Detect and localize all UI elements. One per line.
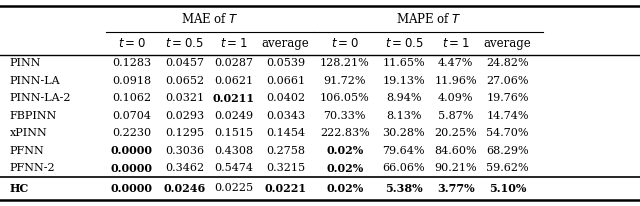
Text: $t=0$: $t=0$ (331, 37, 358, 50)
Text: 19.76%: 19.76% (486, 93, 529, 103)
Text: 0.0293: 0.0293 (164, 111, 204, 121)
Text: $t=0.5$: $t=0.5$ (385, 37, 423, 50)
Text: FBPINN: FBPINN (10, 111, 57, 121)
Text: 0.1454: 0.1454 (266, 128, 305, 138)
Text: average: average (484, 37, 531, 50)
Text: 11.96%: 11.96% (435, 76, 477, 86)
Text: 27.06%: 27.06% (486, 76, 529, 86)
Text: 0.1515: 0.1515 (214, 128, 253, 138)
Text: 0.0000: 0.0000 (111, 183, 153, 194)
Text: 0.02%: 0.02% (326, 163, 364, 174)
Text: 0.3215: 0.3215 (266, 163, 305, 173)
Text: 0.0457: 0.0457 (165, 58, 204, 68)
Text: 0.0000: 0.0000 (111, 145, 153, 156)
Text: 54.70%: 54.70% (486, 128, 529, 138)
Text: 11.65%: 11.65% (383, 58, 425, 68)
Text: 0.0661: 0.0661 (266, 76, 305, 86)
Text: 0.0246: 0.0246 (163, 183, 205, 194)
Text: 0.0539: 0.0539 (266, 58, 305, 68)
Text: PFNN: PFNN (10, 146, 44, 156)
Text: 0.0221: 0.0221 (264, 183, 307, 194)
Text: 79.64%: 79.64% (383, 146, 425, 156)
Text: 0.3462: 0.3462 (164, 163, 204, 173)
Text: 0.02%: 0.02% (326, 145, 364, 156)
Text: PINN: PINN (10, 58, 41, 68)
Text: 70.33%: 70.33% (323, 111, 366, 121)
Text: 106.05%: 106.05% (320, 93, 369, 103)
Text: 5.87%: 5.87% (438, 111, 474, 121)
Text: 0.5474: 0.5474 (214, 163, 253, 173)
Text: average: average (262, 37, 309, 50)
Text: 91.72%: 91.72% (323, 76, 366, 86)
Text: 0.0343: 0.0343 (266, 111, 305, 121)
Text: 19.13%: 19.13% (383, 76, 425, 86)
Text: 0.0249: 0.0249 (214, 111, 253, 121)
Text: PINN-LA-2: PINN-LA-2 (10, 93, 71, 103)
Text: 24.82%: 24.82% (486, 58, 529, 68)
Text: 4.09%: 4.09% (438, 93, 474, 103)
Text: 0.0652: 0.0652 (164, 76, 204, 86)
Text: 66.06%: 66.06% (383, 163, 425, 173)
Text: 3.77%: 3.77% (437, 183, 474, 194)
Text: 0.1295: 0.1295 (164, 128, 204, 138)
Text: 0.0287: 0.0287 (214, 58, 253, 68)
Text: 0.2230: 0.2230 (112, 128, 152, 138)
Text: MAE of $T$: MAE of $T$ (181, 12, 239, 26)
Text: 0.3036: 0.3036 (164, 146, 204, 156)
Text: 0.4308: 0.4308 (214, 146, 253, 156)
Text: 222.83%: 222.83% (320, 128, 369, 138)
Text: 0.02%: 0.02% (326, 183, 364, 194)
Text: 68.29%: 68.29% (486, 146, 529, 156)
Text: 0.0918: 0.0918 (112, 76, 152, 86)
Text: 84.60%: 84.60% (435, 146, 477, 156)
Text: 0.2758: 0.2758 (266, 146, 305, 156)
Text: HC: HC (10, 183, 29, 194)
Text: 8.94%: 8.94% (386, 93, 422, 103)
Text: 0.1283: 0.1283 (112, 58, 152, 68)
Text: 0.0225: 0.0225 (214, 184, 253, 193)
Text: 0.0704: 0.0704 (113, 111, 151, 121)
Text: 128.21%: 128.21% (320, 58, 369, 68)
Text: 0.1062: 0.1062 (112, 93, 152, 103)
Text: 0.0321: 0.0321 (164, 93, 204, 103)
Text: 5.38%: 5.38% (385, 183, 422, 194)
Text: 4.47%: 4.47% (438, 58, 474, 68)
Text: xPINN: xPINN (10, 128, 47, 138)
Text: $t=0$: $t=0$ (118, 37, 146, 50)
Text: 0.0402: 0.0402 (266, 93, 305, 103)
Text: 14.74%: 14.74% (486, 111, 529, 121)
Text: MAPE of $T$: MAPE of $T$ (396, 12, 461, 26)
Text: 90.21%: 90.21% (435, 163, 477, 173)
Text: $t=1$: $t=1$ (442, 37, 469, 50)
Text: 0.0211: 0.0211 (212, 93, 255, 104)
Text: 59.62%: 59.62% (486, 163, 529, 173)
Text: PINN-LA: PINN-LA (10, 76, 60, 86)
Text: 5.10%: 5.10% (489, 183, 526, 194)
Text: 0.0000: 0.0000 (111, 163, 153, 174)
Text: 30.28%: 30.28% (383, 128, 425, 138)
Text: $t=1$: $t=1$ (220, 37, 247, 50)
Text: PFNN-2: PFNN-2 (10, 163, 55, 173)
Text: 0.0621: 0.0621 (214, 76, 253, 86)
Text: 8.13%: 8.13% (386, 111, 422, 121)
Text: 20.25%: 20.25% (435, 128, 477, 138)
Text: $t=0.5$: $t=0.5$ (165, 37, 204, 50)
